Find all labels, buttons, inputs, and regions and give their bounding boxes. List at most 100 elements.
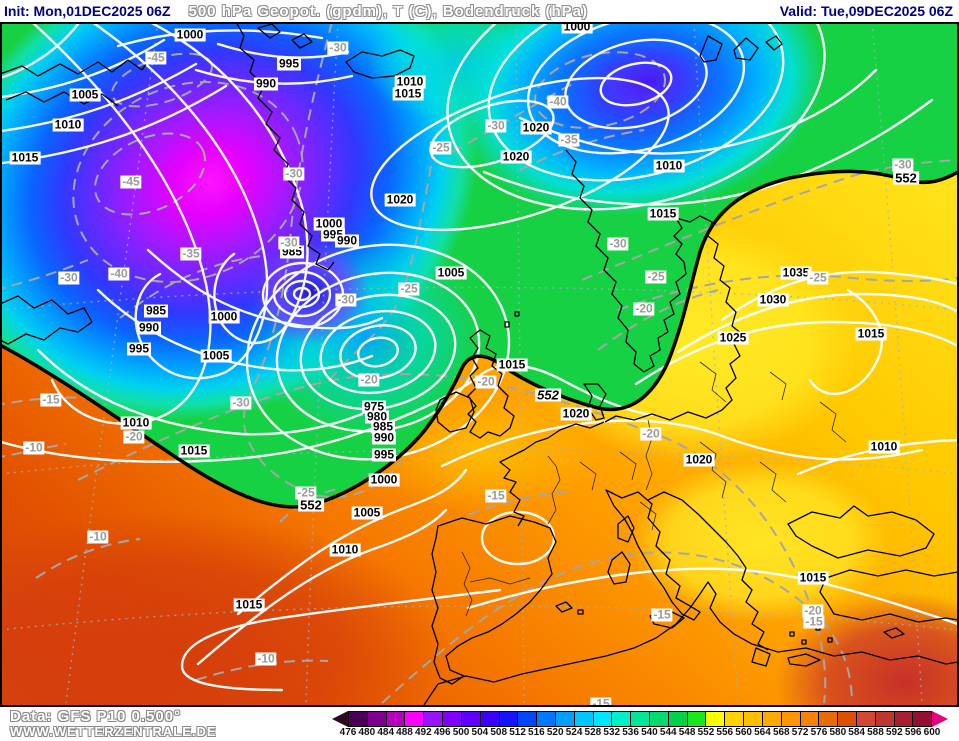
colorbar-tick: 560	[735, 727, 752, 738]
temperature-contour-layer	[0, 22, 959, 704]
pressure-label: 1020	[384, 192, 416, 207]
temperature-label: -25	[807, 270, 829, 285]
temperature-label: -45	[145, 50, 167, 65]
temperature-label: -30	[485, 118, 507, 133]
colorbar-tick: 536	[622, 727, 639, 738]
colorbar-swatch	[461, 712, 481, 726]
colorbar-swatch	[668, 712, 688, 726]
colorbar-swatch	[819, 712, 839, 726]
pressure-label: 1010	[653, 158, 685, 173]
pressure-label: 1005	[435, 265, 467, 280]
pressure-label: 1005	[200, 348, 232, 363]
pressure-label: 1020	[520, 120, 552, 135]
pressure-label: 1000	[313, 216, 345, 231]
pressure-label: 1000	[368, 472, 400, 487]
colorbar-tick: 596	[904, 727, 922, 738]
pressure-label: 975	[361, 399, 387, 414]
colorbar-swatch	[480, 712, 500, 726]
temperature-label: -20	[633, 301, 655, 316]
temperature-label: -30	[230, 395, 252, 410]
colorbar-tick: 516	[528, 727, 545, 738]
colorbar-tick: 544	[659, 727, 677, 738]
colorbar-tick: 524	[565, 727, 583, 738]
temperature-label: -20	[640, 426, 662, 441]
temperature-label: -20	[123, 429, 145, 444]
init-time-label: Init: Mon,01DEC2025 06Z	[4, 3, 171, 19]
colorbar-swatch	[894, 712, 914, 726]
colorbar-swatch	[367, 712, 387, 726]
colorbar-tick: 572	[791, 727, 809, 738]
colorbar-tick: 480	[358, 727, 376, 738]
temperature-label: -20	[802, 603, 824, 618]
pressure-label: 1015	[647, 206, 679, 221]
colorbar-swatch	[405, 712, 425, 726]
pressure-label: 1010	[868, 439, 900, 454]
temperature-label: -10	[23, 440, 45, 455]
colorbar-tick: 512	[509, 727, 526, 738]
data-source-label: Data: GFS P10 0.500°	[10, 708, 182, 725]
geopotential-label: 552	[535, 387, 561, 403]
temperature-label: -40	[108, 266, 130, 281]
pressure-label: 1025	[717, 330, 749, 345]
pressure-label: 995	[276, 56, 302, 71]
valid-time-label: Valid: Tue,09DEC2025 06Z	[779, 3, 953, 19]
colorbar-swatch	[687, 712, 707, 726]
colorbar-tick: 496	[433, 727, 451, 738]
colorbar-swatch	[800, 712, 820, 726]
colorbar-tick: 580	[829, 727, 847, 738]
pressure-label: 980	[364, 409, 390, 424]
temperature-label: -30	[607, 236, 629, 251]
colorbar-tick: 564	[754, 727, 771, 738]
country-border-layer	[461, 361, 847, 617]
colorbar-tick: 532	[603, 727, 621, 738]
colorbar-tick: 552	[697, 727, 715, 738]
pressure-label: 990	[253, 76, 279, 91]
colorbar-tick: 600	[923, 727, 941, 738]
temperature-label: -30	[283, 166, 305, 181]
pressure-label: 1005	[69, 87, 101, 102]
temperature-label: -30	[58, 270, 80, 285]
colorbar-tick: 492	[415, 727, 432, 738]
colorbar-tick: 500	[452, 727, 470, 738]
temperature-label: -40	[547, 94, 569, 109]
colorbar-left-arrow	[332, 711, 348, 727]
temperature-label: -10	[255, 651, 277, 666]
colorbar-tick: 540	[641, 727, 658, 738]
colorbar-tick: 548	[678, 727, 696, 738]
temperature-label: -15	[485, 488, 507, 503]
colorbar-swatch	[612, 712, 632, 726]
temperature-label: -15	[803, 614, 825, 629]
colorbar-swatch	[706, 712, 726, 726]
colorbar-tick: 476	[339, 727, 357, 738]
pressure-label: 1000	[208, 309, 240, 324]
colorbar-tick: 528	[584, 727, 602, 738]
pressure-label: 1035	[780, 265, 812, 280]
geopotential-label: 552	[298, 497, 324, 513]
temperature-label: -25	[430, 140, 452, 155]
colorbar-swatch	[443, 712, 462, 726]
colorbar-swatch	[875, 712, 895, 726]
temperature-label: -30	[327, 40, 349, 55]
colorbar-swatch	[593, 712, 613, 726]
pressure-label: 1020	[500, 149, 532, 164]
map-canvas	[0, 22, 959, 707]
colorbar-tick: 556	[716, 727, 734, 738]
pressure-label: 1015	[496, 357, 528, 372]
pressure-label: 995	[371, 447, 397, 462]
temperature-label: -10	[87, 529, 109, 544]
colorbar-swatch	[838, 712, 857, 726]
colorbar-swatches	[348, 711, 932, 727]
colorbar-swatch	[349, 712, 368, 726]
website-label: WWW.WETTERZENTRALE.DE	[10, 724, 217, 739]
temperature-label: -30	[335, 292, 357, 307]
temperature-label: -45	[120, 174, 142, 189]
colorbar-tick: 504	[471, 727, 489, 738]
temperature-label: -20	[475, 374, 497, 389]
colorbar-tick: 484	[377, 727, 395, 738]
colorbar-tick: 508	[490, 727, 508, 738]
colorbar-swatch	[518, 712, 538, 726]
colorbar-swatch	[650, 712, 669, 726]
pressure-label: 1000	[561, 19, 593, 34]
pressure-label: 1015	[233, 597, 265, 612]
temperature-label: -35	[180, 246, 202, 261]
